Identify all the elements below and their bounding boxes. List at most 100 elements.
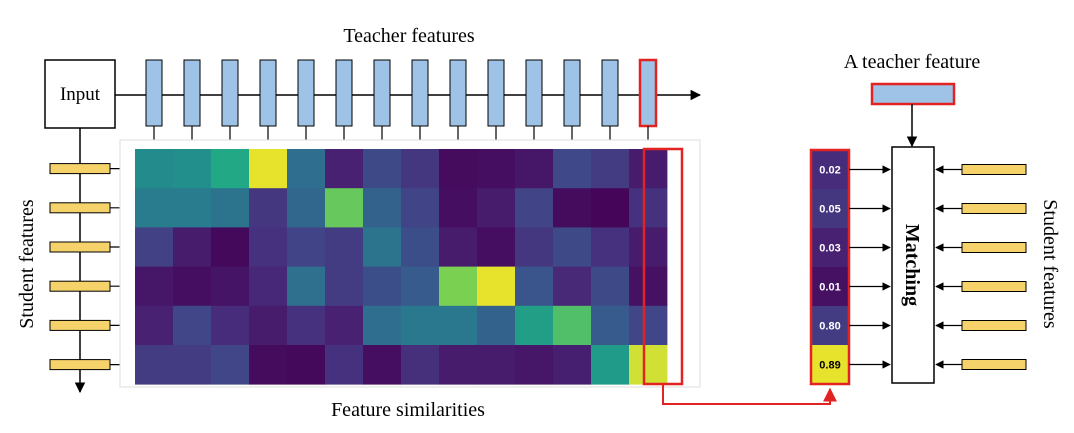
- heatmap-cell: [249, 149, 288, 189]
- transfer-connector: [662, 384, 837, 405]
- heatmap-cell: [363, 305, 402, 346]
- heatmap-cell: [211, 149, 250, 189]
- heatmap-cell: [591, 149, 630, 189]
- heatmap-cell: [553, 266, 592, 307]
- heatmap-cell: [553, 188, 592, 228]
- heatmap-cell: [553, 227, 592, 267]
- heatmap-cell: [591, 227, 630, 267]
- similarity-cell: [811, 345, 849, 385]
- teacher-features-title: Teacher features: [343, 25, 474, 47]
- heatmap-cell: [211, 227, 250, 267]
- similarity-cell: [811, 228, 849, 268]
- heatmap-cell: [401, 188, 440, 228]
- similarity-cell: [811, 267, 849, 307]
- heatmap-cell: [173, 188, 212, 228]
- heatmap-cell: [439, 149, 478, 189]
- heatmap-cell: [173, 149, 212, 189]
- heatmap-cell: [135, 149, 174, 189]
- heatmap-cell: [325, 266, 364, 307]
- heatmap-cell: [401, 266, 440, 307]
- similarity-value: 0.05: [819, 204, 840, 216]
- similarity-value: 0.03: [819, 243, 840, 255]
- similarity-cell: [811, 306, 849, 346]
- heatmap-cell: [325, 305, 364, 346]
- heatmap-cell: [515, 345, 554, 385]
- heatmap-cell: [515, 188, 554, 228]
- student-feature-block-right: [961, 203, 1027, 214]
- similarity-column-frame: [809, 148, 851, 386]
- heatmap-cell: [629, 188, 668, 228]
- teacher-feature-block: [411, 59, 429, 127]
- heatmap-cell: [629, 266, 668, 307]
- matching-box: [891, 146, 935, 384]
- teacher-feature-block: [145, 59, 163, 127]
- heatmap: [135, 149, 668, 385]
- teacher-feature-block: [601, 59, 619, 127]
- student-feature-block: [49, 241, 111, 253]
- heatmap-cell: [477, 227, 516, 267]
- student-feature-block-right: [961, 359, 1027, 370]
- matching-label: Matching: [901, 224, 923, 306]
- heatmap-cell: [401, 305, 440, 346]
- student-feature-block-right: [961, 281, 1027, 292]
- teacher-blocks: [145, 58, 658, 128]
- student-features-left-label: Student features: [16, 199, 38, 329]
- similarity-cell: [811, 189, 849, 229]
- heatmap-cell: [591, 345, 630, 385]
- teacher-feature-block: [638, 58, 658, 128]
- heatmap-cell: [211, 188, 250, 228]
- heatmap-cell: [401, 149, 440, 189]
- teacher-feature-block: [183, 59, 201, 127]
- heatmap-cell: [363, 188, 402, 228]
- student-feature-block: [49, 280, 111, 292]
- heatmap-cell: [173, 345, 212, 385]
- heatmap-cell: [287, 305, 326, 346]
- heatmap-cell: [477, 305, 516, 346]
- heatmap-cell: [211, 345, 250, 385]
- heatmap-cell: [515, 149, 554, 189]
- similarity-value: 0.80: [819, 321, 840, 333]
- teacher-feature-block: [487, 59, 505, 127]
- heatmap-cell: [325, 345, 364, 385]
- student-features-right-label: Student features: [1039, 199, 1061, 329]
- teacher-feature-block: [525, 59, 543, 127]
- teacher-feature-block: [297, 59, 315, 127]
- heatmap-cell: [477, 188, 516, 228]
- heatmap-cell: [135, 345, 174, 385]
- heatmap-cell: [629, 149, 668, 189]
- student-feature-block: [49, 163, 111, 175]
- heatmap-cell: [325, 227, 364, 267]
- heatmap-cell: [173, 305, 212, 346]
- heatmap-cell: [287, 149, 326, 189]
- heatmap-cell: [553, 149, 592, 189]
- heatmap-cell: [249, 305, 288, 346]
- heatmap-cell: [249, 188, 288, 228]
- heatmap-cell: [363, 227, 402, 267]
- heatmap-cell: [287, 345, 326, 385]
- heatmap-cell: [363, 345, 402, 385]
- heatmap-cell: [249, 345, 288, 385]
- heatmap-cell: [591, 188, 630, 228]
- heatmap-cell: [477, 266, 516, 307]
- heatmap-cell: [325, 188, 364, 228]
- teacher-feature-block: [335, 59, 353, 127]
- similarity-value: 0.01: [819, 282, 840, 294]
- feature-similarities-label: Feature similarities: [331, 399, 485, 421]
- heatmap-cell: [591, 266, 630, 307]
- heatmap-cell: [401, 227, 440, 267]
- heatmap-cell: [515, 305, 554, 346]
- heatmap-cell: [363, 266, 402, 307]
- heatmap-cell: [439, 266, 478, 307]
- heatmap-cell: [515, 266, 554, 307]
- teacher-feature-block: [221, 59, 239, 127]
- teacher-feature-block: [563, 59, 581, 127]
- student-feature-block: [49, 202, 111, 214]
- student-feature-block: [49, 359, 111, 371]
- heatmap-cell: [629, 305, 668, 346]
- matching-arrows: [849, 165, 962, 369]
- similarity-value: 0.02: [819, 165, 840, 177]
- heatmap-cell: [135, 188, 174, 228]
- heatmap-cell: [591, 305, 630, 346]
- heatmap-cell: [477, 345, 516, 385]
